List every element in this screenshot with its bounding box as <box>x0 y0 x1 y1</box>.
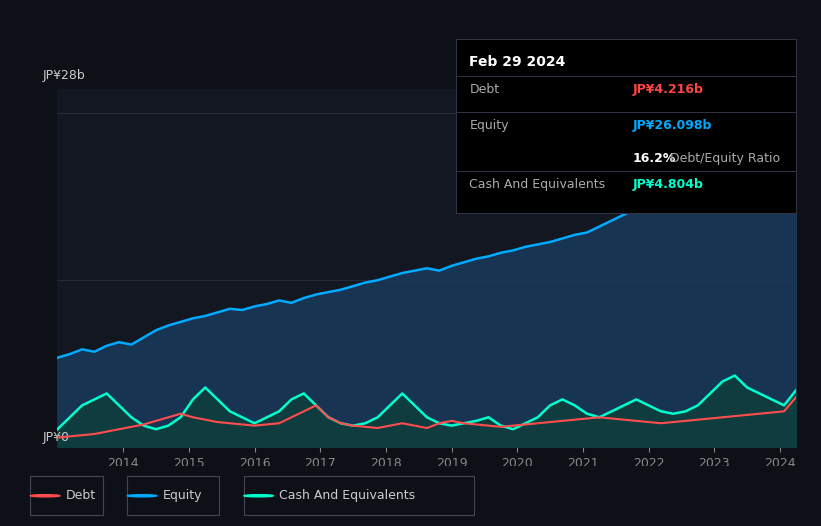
Text: Feb 29 2024: Feb 29 2024 <box>470 55 566 69</box>
Circle shape <box>127 494 157 497</box>
Text: 16.2%: 16.2% <box>633 153 677 165</box>
Text: JP¥0: JP¥0 <box>43 430 70 443</box>
Text: JP¥28b: JP¥28b <box>43 69 85 82</box>
Circle shape <box>30 494 60 497</box>
Text: JP¥4.804b: JP¥4.804b <box>633 178 704 191</box>
Text: Equity: Equity <box>163 489 202 502</box>
Text: Equity: Equity <box>470 119 509 133</box>
Circle shape <box>244 494 273 497</box>
Text: Debt: Debt <box>470 83 499 96</box>
Text: JP¥26.098b: JP¥26.098b <box>633 119 712 133</box>
Text: Cash And Equivalents: Cash And Equivalents <box>279 489 415 502</box>
Text: JP¥4.216b: JP¥4.216b <box>633 83 704 96</box>
Text: Cash And Equivalents: Cash And Equivalents <box>470 178 605 191</box>
Text: Debt: Debt <box>66 489 96 502</box>
Text: Debt/Equity Ratio: Debt/Equity Ratio <box>670 153 781 165</box>
